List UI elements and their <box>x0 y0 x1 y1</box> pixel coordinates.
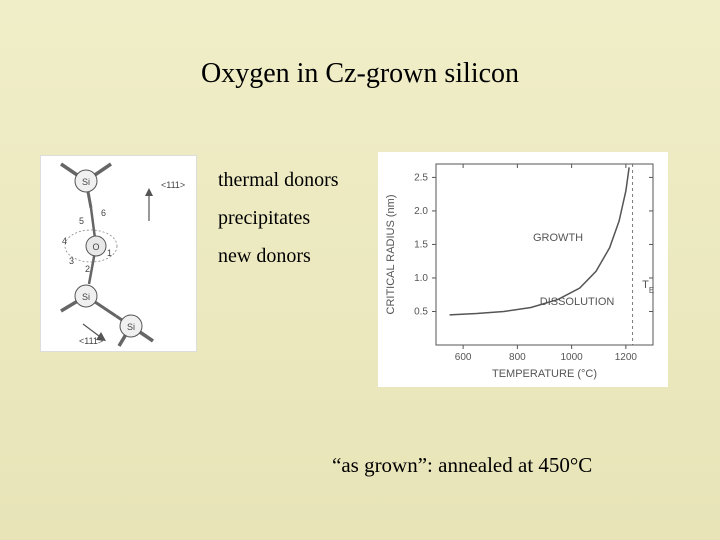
svg-text:DISSOLUTION: DISSOLUTION <box>540 296 615 308</box>
svg-text:TEMPERATURE (°C): TEMPERATURE (°C) <box>492 368 597 380</box>
svg-text:1.5: 1.5 <box>414 239 428 250</box>
svg-text:0.5: 0.5 <box>414 306 428 317</box>
bond-num: 2 <box>85 264 90 274</box>
svg-text:1.0: 1.0 <box>414 273 428 284</box>
bond-num: 6 <box>101 208 106 218</box>
svg-text:TE: TE <box>642 279 654 295</box>
molecular-diagram: Si O 6 5 4 3 2 1 Si Si <111> <111> <box>40 155 197 352</box>
svg-text:600: 600 <box>455 352 472 363</box>
svg-text:Si: Si <box>82 177 90 187</box>
label-new-donors: new donors <box>218 246 339 266</box>
direction-label: <111> <box>79 336 103 346</box>
bond-num: 4 <box>62 236 67 246</box>
svg-text:O: O <box>92 242 99 252</box>
label-list: thermal donors precipitates new donors <box>218 170 339 284</box>
svg-text:2.5: 2.5 <box>414 172 428 183</box>
svg-text:2.0: 2.0 <box>414 206 428 217</box>
svg-text:800: 800 <box>509 352 526 363</box>
svg-text:CRITICAL RADIUS (nm): CRITICAL RADIUS (nm) <box>385 195 397 315</box>
svg-text:Si: Si <box>82 292 90 302</box>
bond-num: 1 <box>107 248 112 258</box>
svg-text:1200: 1200 <box>615 352 638 363</box>
bond-num: 5 <box>79 216 84 226</box>
footer-text: “as grown”: annealed at 450°C <box>332 453 592 478</box>
label-precipitates: precipitates <box>218 208 339 228</box>
bond-num: 3 <box>69 256 74 266</box>
svg-text:GROWTH: GROWTH <box>533 232 583 244</box>
svg-text:1000: 1000 <box>561 352 584 363</box>
svg-text:Si: Si <box>127 322 135 332</box>
critical-radius-chart: 600 800 1000 1200 0.5 1.0 1.5 2.0 2.5 GROWTH DISSO… <box>378 152 668 387</box>
page-title: Oxygen in Cz-grown silicon <box>0 58 720 90</box>
direction-label: <111> <box>161 180 185 190</box>
label-thermal-donors: thermal donors <box>218 170 339 190</box>
